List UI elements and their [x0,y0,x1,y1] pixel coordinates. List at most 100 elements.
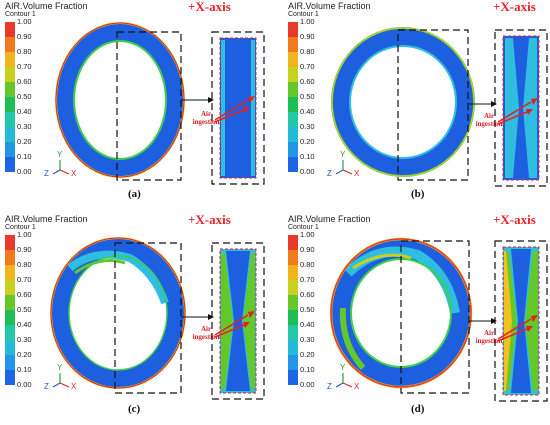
tick-label: 0.00 [17,167,32,176]
tick-label: 0.40 [300,107,315,116]
air-arrow-2 [214,324,245,338]
legend-title: AIR.Volume Fraction [5,214,88,224]
axis-label: +X-axis [493,212,536,227]
tick-label: 0.20 [17,137,32,146]
tick-label: 1.00 [300,17,315,26]
tick-label: 0.30 [17,335,32,344]
panel-b: AIR.Volume Fraction Contour 1 +X-axis 1.… [283,0,550,212]
tick-label: 0.10 [300,152,315,161]
tick-label: 0.30 [300,122,315,131]
triad-y-label: Y [57,363,63,372]
tick-label: 0.60 [300,290,315,299]
ring-contour [50,237,186,389]
triad-x-label: X [354,382,360,391]
air-ingestion-label: Air ingestion [186,110,226,126]
selection-box [397,29,469,181]
panel-letter: (a) [128,188,141,200]
tick-label: 0.80 [17,260,32,269]
tick-label: 0.10 [17,365,32,374]
triad-z-label: Z [327,169,332,178]
tick-label: 1.00 [17,230,32,239]
axis-label: +X-axis [188,212,231,227]
tick-label: 0.00 [300,167,315,176]
tick-label: 0.90 [300,245,315,254]
axis-triad [52,373,70,388]
legend-title: AIR.Volume Fraction [5,1,88,11]
tick-label: 0.70 [17,62,32,71]
axis-triad [335,373,353,388]
colorbar [288,235,298,385]
air-ingestion-label: Air ingestion [186,325,226,341]
ingestion-word: ingestion [475,337,503,345]
tick-label: 0.80 [300,47,315,56]
air-word: Air [483,329,495,337]
ingestion-word: ingestion [192,118,220,126]
panel-d-graphic [288,235,548,402]
triad-z-label: Z [44,169,49,178]
tick-label: 0.50 [300,305,315,314]
ingestion-word: ingestion [192,333,220,341]
tick-label: 0.10 [17,152,32,161]
tick-label: 0.90 [300,32,315,41]
section-frame [211,242,265,400]
axis-triad [335,160,353,175]
ring-contour [55,22,185,178]
tick-label: 0.90 [17,32,32,41]
panel-c-graphic [5,235,265,400]
panel-c: AIR.Volume Fraction Contour 1 +X-axis 1.… [0,212,275,425]
triad-y-label: Y [340,150,346,159]
air-word: Air [200,325,212,333]
section-frame [211,31,265,185]
triad-x-label: X [71,382,77,391]
legend-subtitle: Contour 1 [288,224,319,231]
panel-a-graphic [5,22,265,185]
tick-label: 0.70 [300,62,315,71]
section-frame [494,240,548,402]
air-arrow-2 [214,109,245,123]
tick-label: 1.00 [17,17,32,26]
air-arrow-1 [214,99,249,121]
tick-label: 0.30 [300,335,315,344]
tick-label: 0.40 [17,320,32,329]
tick-label: 0.60 [17,290,32,299]
triad-x-label: X [71,169,77,178]
air-ingestion-label: Air ingestion [469,329,509,345]
tick-label: 0.20 [17,350,32,359]
air-arrow-1 [214,314,249,336]
air-arrow-2 [497,328,528,342]
air-ingestion-label: Air ingestion [469,112,509,128]
legend-subtitle: Contour 1 [5,224,36,231]
axis-label: +X-axis [188,0,231,14]
axis-triad [52,160,70,175]
tick-label: 0.50 [300,92,315,101]
tick-label: 0.70 [17,275,32,284]
panel-letter: (b) [411,188,425,200]
air-arrow-1 [497,101,532,123]
section-contour [220,38,256,178]
air-word: Air [483,112,495,120]
legend-subtitle: Contour 1 [5,11,36,18]
tick-label: 0.10 [300,365,315,374]
colorbar [5,22,15,172]
panel-letter: (c) [128,403,141,415]
triad-z-label: Z [44,382,49,391]
air-arrow-1 [497,318,532,340]
panel-b-graphic [288,22,548,187]
legend-title: AIR.Volume Fraction [288,214,371,224]
selection-box [114,242,182,394]
tick-label: 0.60 [17,77,32,86]
legend-subtitle: Contour 1 [288,11,319,18]
tick-label: 0.50 [17,92,32,101]
tick-label: 0.00 [17,380,32,389]
panel-a: AIR.Volume Fraction Contour 1 +X-axis 1.… [0,0,275,212]
selection-box [116,31,182,181]
tick-label: 0.40 [300,320,315,329]
panel-d: AIR.Volume Fraction Contour 1 +X-axis 1.… [283,212,550,425]
triad-x-label: X [354,169,360,178]
triad-y-label: Y [340,363,346,372]
tick-label: 0.80 [300,260,315,269]
axis-label: +X-axis [493,0,536,14]
tick-label: 1.00 [300,230,315,239]
legend-title: AIR.Volume Fraction [288,1,371,11]
tick-label: 0.40 [17,107,32,116]
